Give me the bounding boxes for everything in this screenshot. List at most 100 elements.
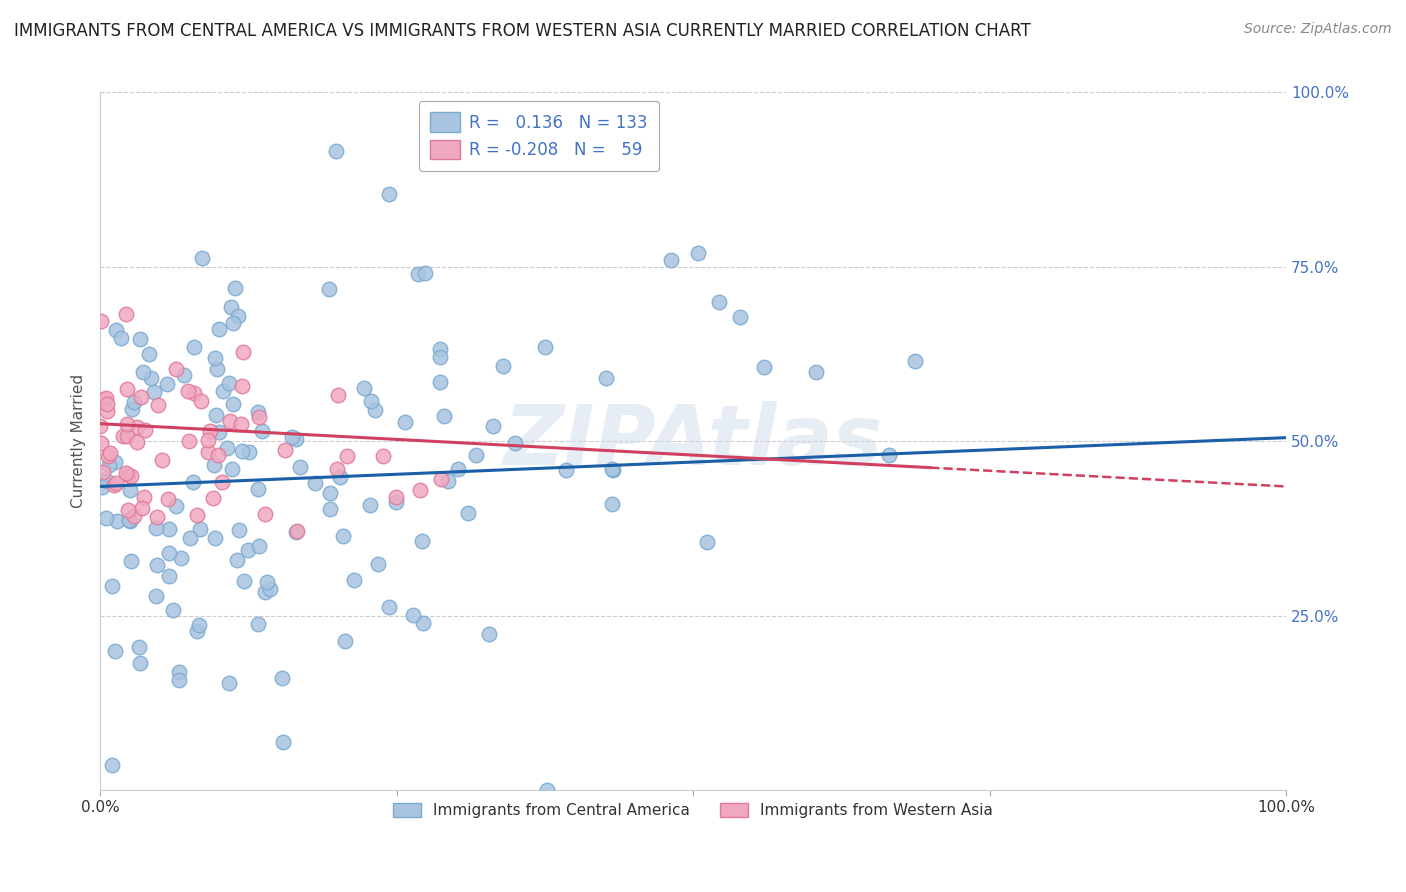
Point [198,424,221,438]
Point [600,461,623,475]
Point [138,346,160,360]
Point [247,410,270,425]
Point [325,145,347,159]
Point [148,398,170,412]
Point [150,453,173,467]
Point [141,371,163,385]
Point [218,376,240,391]
Point [224,281,246,295]
Point [304,475,326,490]
Point [105,323,128,337]
Point [156,376,179,391]
Point [412,615,434,630]
Point [104,644,127,658]
Point [128,332,150,346]
Point [284,524,307,539]
Point [181,475,204,490]
Point [120,483,142,497]
Point [129,390,152,404]
Point [254,507,277,521]
Point [221,462,243,476]
Point [360,394,382,409]
Point [233,574,256,588]
Point [281,430,304,444]
Point [225,552,247,566]
Point [208,322,231,336]
Point [359,498,381,512]
Point [183,385,205,400]
Point [222,397,245,411]
Point [143,385,166,400]
Point [125,419,148,434]
Point [332,529,354,543]
Point [232,345,254,359]
Point [165,500,187,514]
Point [97,449,120,463]
Point [186,508,208,523]
Point [247,404,270,418]
Point [169,551,191,566]
Point [477,627,499,641]
Point [343,573,366,587]
Point [285,524,308,539]
Point [457,506,479,520]
Point [202,458,225,473]
Point [271,734,294,748]
Point [270,671,292,685]
Point [128,657,150,671]
Point [90,314,112,328]
Point [218,675,240,690]
Point [120,553,142,567]
Point [115,308,138,322]
Point [186,624,208,638]
Point [101,758,124,772]
Point [353,381,375,395]
Point [465,448,488,462]
Point [433,409,456,423]
Point [115,417,138,432]
Point [173,368,195,382]
Point [256,574,278,589]
Point [211,475,233,489]
Point [187,617,209,632]
Point [238,445,260,459]
Point [117,503,139,517]
Point [411,533,433,548]
Text: IMMIGRANTS FROM CENTRAL AMERICA VS IMMIGRANTS FROM WESTERN ASIA CURRENTLY MARRIE: IMMIGRANTS FROM CENTRAL AMERICA VS IMMIG… [14,22,1031,40]
Point [377,600,399,615]
Point [204,532,226,546]
Point [156,491,179,506]
Point [326,388,349,402]
Point [226,309,249,323]
Point [104,455,127,469]
Point [197,444,219,458]
Point [104,476,127,491]
Point [246,482,269,496]
Point [146,558,169,572]
Point [204,351,226,365]
Point [215,441,238,455]
Point [236,543,259,558]
Point [105,514,128,528]
Point [408,267,430,281]
Point [207,448,229,462]
Point [190,394,212,409]
Point [94,511,117,525]
Point [247,617,270,632]
Point [367,557,389,571]
Point [600,497,623,511]
Point [197,434,219,448]
Point [98,446,121,460]
Point [89,419,111,434]
Point [131,366,153,380]
Point [503,436,526,450]
Point [93,392,115,406]
Point [318,282,340,296]
Point [385,495,408,509]
Point [134,423,156,437]
Point [122,509,145,524]
Point [120,514,142,528]
Point [91,465,114,479]
Point [201,491,224,505]
Point [157,523,180,537]
